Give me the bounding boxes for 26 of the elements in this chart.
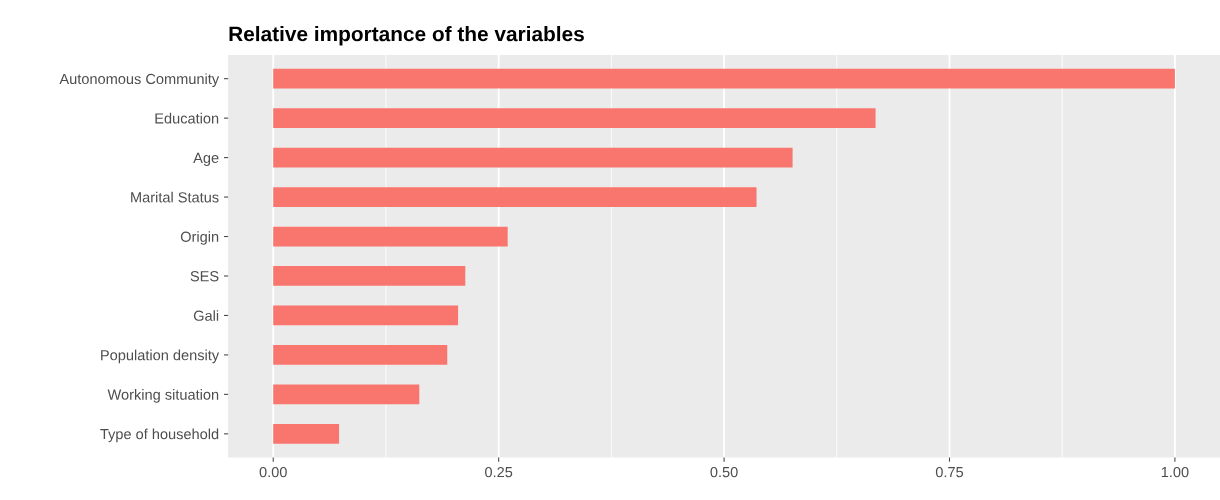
x-tick-label: 1.00: [1161, 466, 1189, 478]
bar: [273, 345, 448, 365]
x-tick-label: 0.50: [710, 466, 738, 478]
bar: [273, 266, 466, 286]
bar: [273, 423, 340, 444]
bar: [273, 384, 420, 405]
bar: [273, 108, 876, 128]
y-tick-label: Education: [155, 112, 219, 124]
y-tick-label: Type of household: [100, 428, 219, 443]
bar: [273, 226, 508, 247]
y-tick-label: Gali: [193, 310, 219, 321]
chart-title: Relative importance of the variables: [229, 26, 584, 46]
y-tick-label: Population density: [101, 349, 220, 364]
y-tick-label: Marital Status: [131, 191, 219, 203]
bar: [273, 305, 459, 326]
x-tick-label: 0.75: [935, 466, 964, 478]
bar: [273, 68, 1175, 89]
bar: [273, 147, 793, 168]
y-tick-label: Working situation: [107, 389, 219, 403]
x-tick-label: 0.25: [485, 466, 513, 478]
y-tick-label: SES: [190, 271, 219, 282]
y-tick-label: Origin: [180, 231, 219, 245]
y-tick-label: Age: [193, 152, 219, 166]
y-tick-label: Autonomous Community: [59, 73, 220, 87]
x-tick-label: 0.00: [259, 466, 287, 478]
bar: [273, 187, 757, 207]
